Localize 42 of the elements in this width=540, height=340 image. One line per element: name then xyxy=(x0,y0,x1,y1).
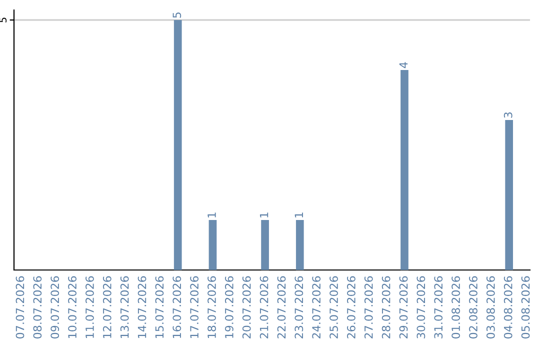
x-tick-label: 22.07.2026 xyxy=(277,276,286,338)
x-tick-label: 16.07.2026 xyxy=(172,276,182,338)
bar xyxy=(261,220,269,270)
x-tick-label: 08.07.2026 xyxy=(33,276,42,338)
x-tick-label: 17.07.2026 xyxy=(190,276,199,338)
data-label: 3 xyxy=(504,112,512,118)
bar xyxy=(296,220,304,270)
x-tick-label: 02.08.2026 xyxy=(469,276,478,338)
bar xyxy=(208,220,217,270)
x-tick-label: 28.07.2026 xyxy=(382,276,390,338)
x-tick-label: 31.07.2026 xyxy=(434,276,443,338)
bar xyxy=(400,70,408,270)
x-tick-label: 14.07.2026 xyxy=(138,276,146,338)
data-label: 4 xyxy=(399,62,408,68)
x-tick-label: 13.07.2026 xyxy=(120,276,129,338)
x-tick-label: 05.08.2026 xyxy=(521,276,530,338)
x-tick-label: 29.07.2026 xyxy=(399,276,408,338)
data-label: 1 xyxy=(294,212,303,218)
x-tick-label: 26.07.2026 xyxy=(347,276,356,338)
x-tick-label: 19.07.2026 xyxy=(224,276,234,338)
x-tick-label: 27.07.2026 xyxy=(364,276,373,338)
data-label: 1 xyxy=(260,212,268,218)
x-tick-label: 04.08.2026 xyxy=(504,276,512,338)
data-label: 5 xyxy=(172,12,182,18)
x-tick-label: 18.07.2026 xyxy=(208,276,216,338)
x-tick-label: 11.07.2026 xyxy=(86,276,94,338)
x-tick-label: 20.07.2026 xyxy=(242,276,251,338)
x-tick-label: 21.07.2026 xyxy=(260,276,268,338)
x-tick-label: 24.07.2026 xyxy=(312,276,321,338)
x-tick-label: 10.07.2026 xyxy=(68,276,76,338)
data-label: 1 xyxy=(208,212,216,218)
x-tick-label: 15.07.2026 xyxy=(155,276,164,338)
x-tick-label: 03.08.2026 xyxy=(486,276,495,338)
x-tick-label: 12.07.2026 xyxy=(102,276,112,338)
x-tick-label: 23.07.2026 xyxy=(294,276,304,338)
bar xyxy=(174,20,182,270)
x-tick-label: 07.07.2026 xyxy=(16,276,24,338)
x-tick-label: 01.08.2026 xyxy=(452,276,460,338)
bar xyxy=(505,120,514,270)
x-tick-label: 30.07.2026 xyxy=(416,276,426,338)
x-tick-label: 25.07.2026 xyxy=(330,276,338,338)
x-tick-label: 09.07.2026 xyxy=(50,276,60,338)
